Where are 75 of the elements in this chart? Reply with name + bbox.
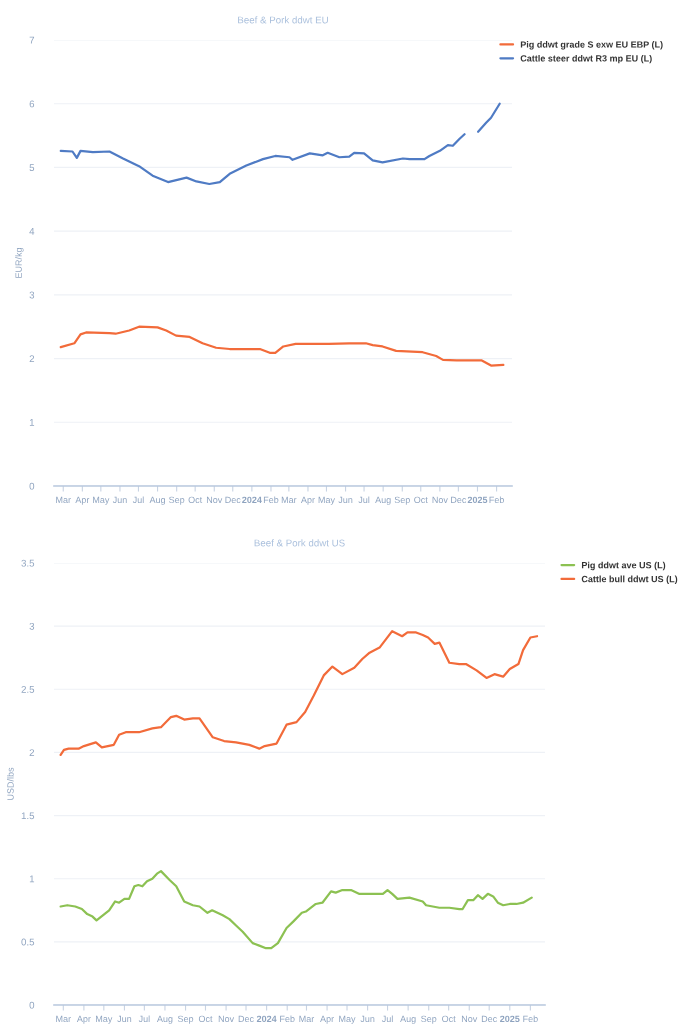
x-tick-label: Nov [461, 1015, 478, 1023]
x-tick-label: Feb [263, 496, 279, 504]
x-tick-label: Dec [238, 1015, 254, 1023]
x-tick-label: Nov [206, 496, 223, 504]
legend-label: Cattle steer ddwt R3 mp EU (L) [520, 54, 652, 64]
x-tick-label: Sep [169, 496, 185, 505]
x-tick-label: Aug [375, 496, 391, 505]
y-tick-label: 0 [29, 1001, 35, 1009]
x-tick-label: Jun [117, 1015, 132, 1023]
y-tick-label: 3 [29, 622, 35, 630]
y-tick-label: 0 [29, 482, 35, 490]
x-tick-label: Apr [75, 496, 90, 505]
x-tick-label: Dec [451, 496, 467, 504]
y-axis-title: USD/lbs [7, 767, 14, 800]
y-tick-label: 3 [29, 291, 35, 299]
x-tick-label: 2024 [242, 496, 262, 504]
x-tick-label: Sep [177, 1015, 194, 1024]
x-tick-label: Apr [320, 1015, 334, 1024]
x-tick-label: May [339, 1015, 356, 1024]
legend-label: Pig ddwt ave US (L) [581, 561, 666, 571]
x-tick-label: May [93, 496, 110, 505]
y-axis-title: EUR/kg [15, 248, 24, 278]
x-tick-label: Oct [414, 496, 428, 504]
x-tick-label: 2024 [256, 1015, 277, 1023]
x-tick-label: 2025 [500, 1015, 520, 1023]
y-tick-label: 2 [29, 749, 35, 756]
chart-title: Beef & Pork ddwt EU [238, 16, 328, 24]
y-tick-label: 4 [29, 227, 35, 235]
x-tick-label: Aug [156, 1015, 173, 1024]
x-tick-label: Jun [112, 496, 127, 504]
x-tick-label: Jun [338, 496, 353, 504]
x-tick-label: Jul [381, 1015, 393, 1023]
x-tick-label: Jul [138, 1015, 150, 1023]
x-tick-label: Feb [280, 1015, 295, 1023]
x-tick-label: Mar [56, 496, 71, 504]
x-tick-label: Sep [421, 1015, 437, 1024]
y-tick-label: 6 [29, 100, 35, 108]
x-tick-label: Mar [56, 1015, 71, 1023]
line-series [59, 870, 533, 950]
legend-label: Cattle bull ddwt US (L) [581, 575, 678, 585]
line-series [59, 630, 539, 757]
y-tick-label: 2 [29, 355, 35, 363]
x-tick-label: May [96, 1015, 113, 1024]
x-tick-label: Oct [198, 1015, 213, 1023]
legend-label: Pig ddwt grade S exw EU EBP (L) [520, 41, 663, 50]
x-tick-label: Nov [432, 496, 448, 504]
y-tick-label: 0.5 [21, 938, 35, 946]
line-series [59, 325, 505, 367]
chart-title: Beef & Pork ddwt US [254, 539, 345, 547]
y-tick-label: 1 [29, 419, 35, 426]
x-tick-label: Dec [225, 496, 241, 504]
x-tick-label: Dec [481, 1015, 497, 1023]
y-tick-label: 2.5 [21, 686, 35, 693]
x-tick-label: Apr [300, 496, 315, 505]
x-tick-label: Feb [523, 1015, 538, 1023]
x-tick-label: Mar [299, 1015, 315, 1023]
y-tick-label: 7 [29, 36, 35, 44]
y-tick-label: 1.5 [21, 812, 35, 820]
y-tick-label: 3.5 [21, 559, 35, 567]
y-tick-label: 5 [29, 164, 35, 172]
x-tick-label: Jul [358, 496, 370, 504]
x-tick-label: Sep [394, 496, 410, 505]
x-tick-label: Apr [76, 1015, 91, 1024]
x-tick-label: Oct [188, 496, 203, 504]
x-tick-label: Aug [400, 1015, 416, 1024]
x-tick-label: May [318, 496, 335, 505]
x-tick-label: Nov [218, 1015, 235, 1023]
x-tick-label: Jul [132, 496, 144, 504]
x-tick-label: 2025 [467, 496, 488, 504]
x-tick-label: Feb [489, 496, 504, 504]
x-tick-label: Aug [149, 496, 166, 505]
x-tick-label: Oct [442, 1015, 456, 1023]
x-tick-label: Jun [360, 1015, 375, 1023]
y-tick-label: 1 [29, 875, 35, 883]
x-tick-label: Mar [281, 496, 297, 504]
